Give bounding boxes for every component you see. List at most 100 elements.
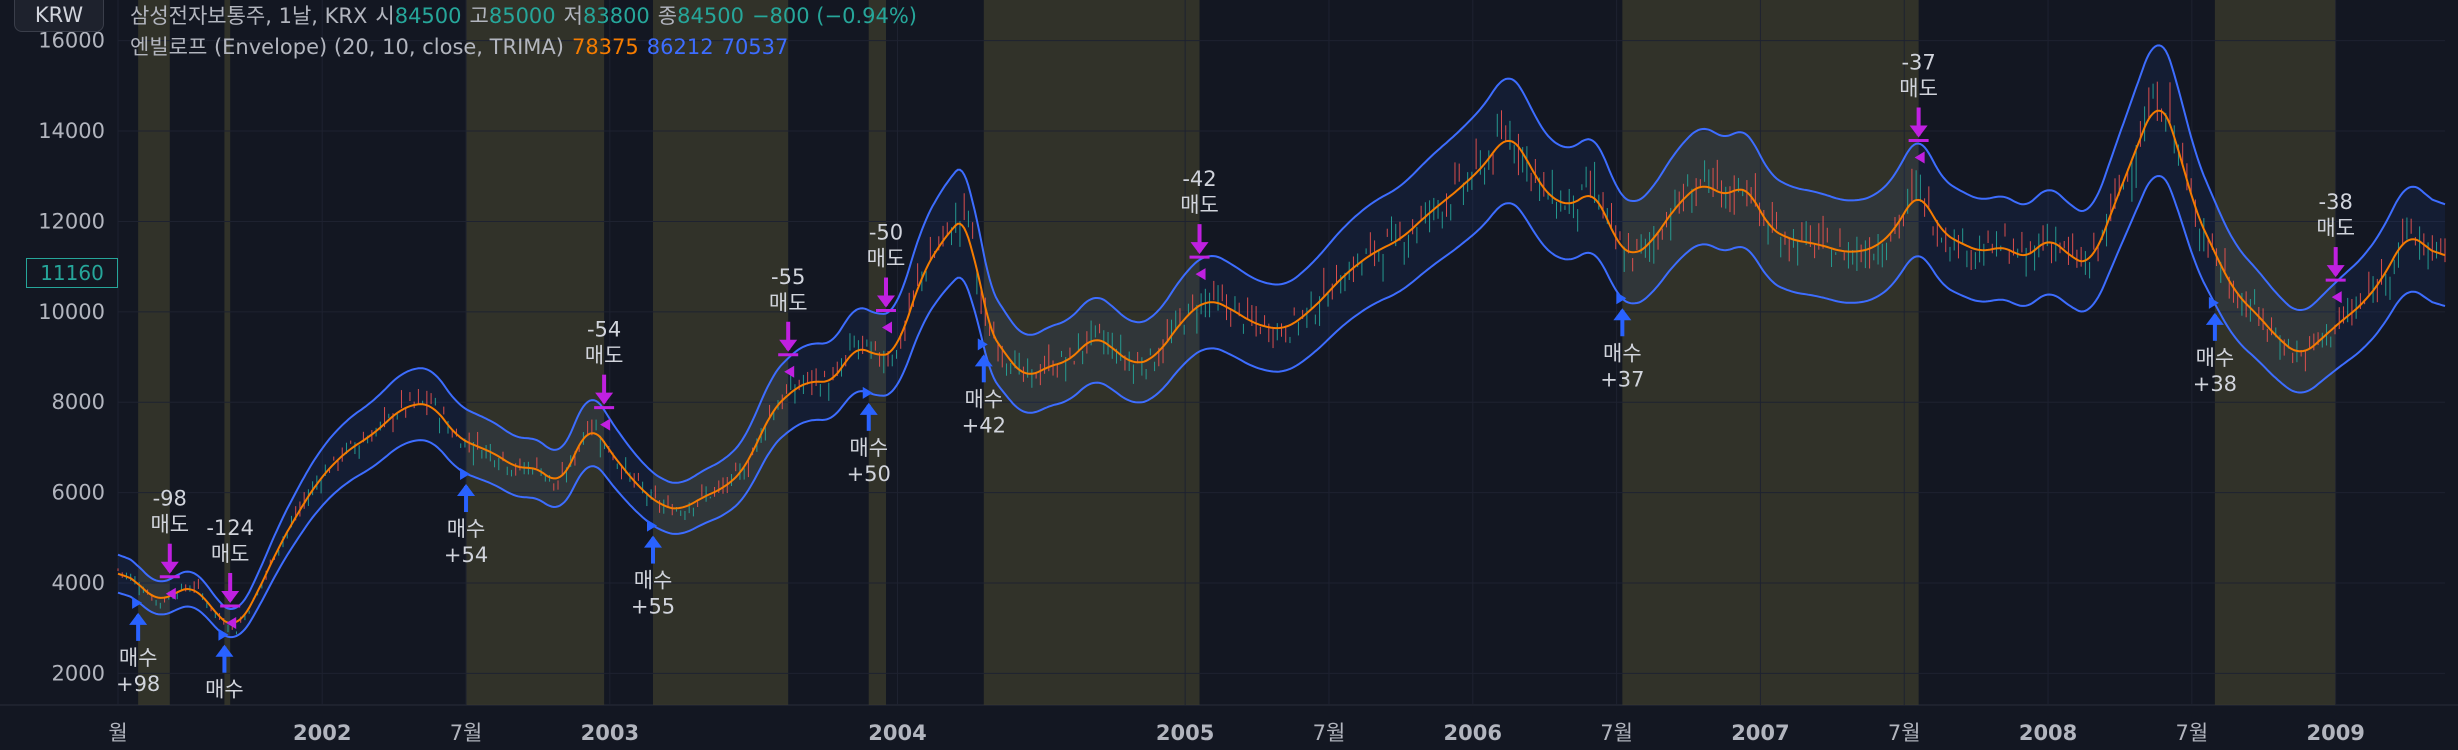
legend-price-row: 삼성전자보통주, 1날, KRX 시84500 고85000 저83800 종84500…: [130, 0, 925, 30]
sell-arrow-head: [595, 392, 614, 405]
buy-marker: [132, 596, 143, 609]
y-tick-label: 10000: [38, 300, 105, 324]
sell-label: 매도: [769, 291, 808, 315]
buy-label: 매수: [447, 517, 486, 541]
y-tick-label: 8000: [52, 390, 105, 414]
sell-marker: [226, 616, 237, 629]
x-tick-label: 2009: [2306, 721, 2364, 745]
close-label: 종: [657, 4, 678, 28]
envelope-lower-line: [117, 174, 2446, 639]
buy-qty: +55: [631, 595, 675, 619]
x-tick-label: 7월: [2176, 721, 2209, 745]
y-tick-label: 14000: [38, 119, 105, 143]
sell-label: 매도: [2316, 216, 2355, 240]
buy-qty: +98: [116, 672, 160, 696]
x-tick-label: 2003: [581, 721, 639, 745]
envelope-basis-line: [117, 109, 2446, 625]
buy-label: 매수: [964, 387, 1003, 411]
sell-arrow-head: [2326, 265, 2345, 278]
buy-qty: +38: [2193, 372, 2237, 396]
buy-arrow-head: [974, 354, 993, 367]
buy-marker: [218, 628, 229, 641]
x-tick-label: 7월: [1313, 721, 1346, 745]
buy-qty: +50: [847, 462, 891, 486]
sell-qty: -54: [587, 318, 621, 342]
buy-marker: [460, 468, 471, 481]
legend-symbol[interactable]: 삼성전자보통주, 1날, KRX: [130, 4, 368, 28]
position-shade: [2214, 0, 2336, 705]
y-tick-label: 2000: [52, 661, 105, 685]
envelope-upper-value: 86212: [646, 35, 714, 59]
y-tick-label: 12000: [38, 209, 105, 233]
open-value: 84500: [394, 4, 462, 28]
buy-marker: [647, 519, 658, 532]
sell-label: 매도: [867, 247, 906, 271]
buy-qty: +42: [962, 413, 1006, 437]
buy-label: 매수: [634, 569, 673, 593]
envelope-fill: [118, 45, 2445, 638]
envelope-lower-value: 70537: [721, 35, 789, 59]
high-value: 85000: [488, 4, 556, 28]
sell-marker: [881, 321, 892, 334]
sell-qty: -124: [206, 516, 254, 540]
legend-indicator-row: 엔빌로프 (Envelope) (20, 10, close, TRIMA) 78…: [130, 31, 796, 61]
sell-arrow-head: [221, 590, 240, 603]
change-value: −800 (−0.94%): [751, 4, 917, 28]
sell-marker: [1195, 268, 1206, 281]
sell-qty: -55: [771, 265, 805, 289]
sell-qty: -98: [153, 487, 187, 511]
sell-qty: -37: [1901, 50, 1935, 74]
x-tick-label: 월: [108, 721, 127, 745]
low-value: 83800: [582, 4, 650, 28]
buy-arrow-head: [2205, 312, 2224, 325]
x-tick-label: 2002: [293, 721, 351, 745]
high-label: 고: [469, 4, 489, 28]
sell-qty: -42: [1182, 167, 1216, 191]
buy-arrow-head: [644, 535, 663, 548]
buy-label: 매수: [2196, 346, 2235, 370]
indicator-name[interactable]: 엔빌로프 (Envelope) (20, 10, close, TRIMA): [130, 35, 564, 59]
position-shade: [224, 0, 231, 705]
x-tick-label: 2005: [1156, 721, 1214, 745]
buy-qty: +37: [1600, 367, 1644, 391]
buy-qty: +54: [444, 543, 488, 567]
sell-label: 매도: [150, 513, 189, 537]
sell-qty: -50: [869, 221, 903, 245]
envelope-upper-line: [117, 44, 2446, 611]
position-shade: [1622, 0, 1919, 705]
buy-arrow-head: [129, 612, 148, 625]
y-tick-label: 4000: [52, 571, 105, 595]
buy-arrow-head: [215, 644, 234, 657]
buy-label: 매수: [205, 678, 244, 702]
sell-marker: [2331, 291, 2342, 304]
sell-qty: -38: [2319, 190, 2353, 214]
open-label: 시: [375, 4, 395, 28]
sell-arrow-head: [1909, 125, 1928, 138]
buy-label: 매수: [849, 436, 888, 460]
close-value: 84500: [677, 4, 744, 28]
y-tick-label: 16000: [38, 29, 105, 53]
x-tick-label: 2008: [2019, 721, 2077, 745]
sell-marker: [165, 587, 176, 600]
sell-arrow-head: [160, 561, 179, 574]
position-shade: [868, 0, 886, 705]
buy-label: 매수: [119, 646, 158, 670]
sell-arrow-head: [876, 295, 895, 308]
position-shade: [653, 0, 789, 705]
low-label: 저: [563, 4, 583, 28]
sell-label: 매도: [1899, 76, 1938, 100]
currency-button[interactable]: KRW: [14, 0, 104, 32]
buy-marker: [1616, 292, 1627, 305]
buy-marker: [862, 386, 873, 399]
buy-arrow-head: [859, 402, 878, 415]
buy-label: 매수: [1603, 341, 1642, 365]
time-axis-background: [0, 705, 2458, 750]
sell-arrow-head: [779, 339, 798, 352]
sell-label: 매도: [211, 542, 250, 566]
buy-arrow-head: [457, 484, 476, 497]
x-tick-label: 7월: [450, 721, 483, 745]
x-tick-label: 7월: [1600, 721, 1633, 745]
x-tick-label: 7월: [1888, 721, 1921, 745]
x-tick-label: 2007: [1731, 721, 1789, 745]
